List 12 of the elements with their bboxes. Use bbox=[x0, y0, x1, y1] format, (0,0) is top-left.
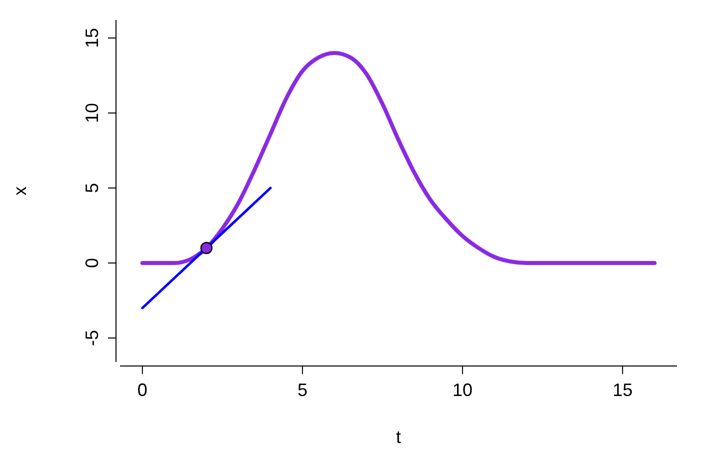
x-tick-label: 5 bbox=[297, 380, 308, 400]
x-tick-label: 0 bbox=[137, 380, 148, 400]
y-tick-label: -5 bbox=[82, 330, 102, 346]
y-tick-label: 15 bbox=[82, 28, 102, 48]
x-tick-label: 15 bbox=[612, 380, 633, 400]
x-axis-title: t bbox=[396, 427, 402, 447]
line-series bbox=[140, 51, 657, 265]
y-tick-label: 5 bbox=[82, 182, 102, 194]
y-tick-label: 0 bbox=[82, 258, 102, 268]
x-tick-label: 10 bbox=[452, 380, 473, 400]
y-tick-label: 10 bbox=[82, 102, 102, 124]
y-axis-title: x bbox=[10, 186, 30, 196]
